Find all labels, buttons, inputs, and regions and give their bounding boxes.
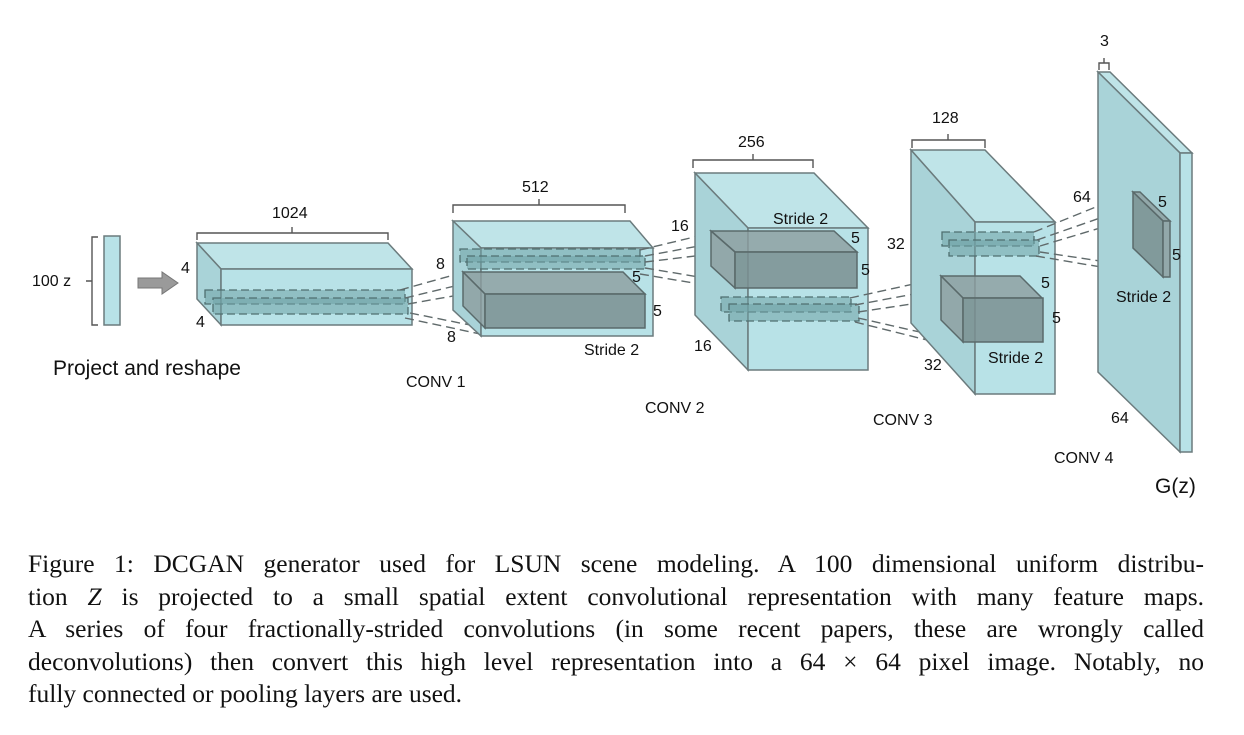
caption-line: tion Z is projected to a small spatial e… (28, 581, 1204, 614)
layer-name: CONV 1 (406, 374, 466, 391)
volume-4x4x1024: 1024 4 4 (181, 205, 414, 331)
projection-lines (639, 232, 736, 291)
channels-label: 1024 (272, 205, 308, 222)
stride-label: Stride 2 (773, 211, 828, 228)
figure-caption: Figure 1: DCGAN generator used for LSUN … (28, 548, 1204, 711)
kernel-w-label: 5 (861, 262, 870, 279)
volume-conv2: 256 16 16 5 5 Stride 2 CONV 2 (645, 134, 870, 417)
caption-line: A series of four fractionally-strided co… (28, 614, 1204, 643)
volume-conv4: 3 64 64 5 5 Stride 2 CONV 4 (1054, 33, 1194, 467)
projection-lines (849, 277, 956, 348)
caption-variable: Z (87, 581, 102, 611)
caption-line: fully connected or pooling layers are us… (28, 679, 463, 708)
width-label: 4 (196, 314, 205, 331)
volume-conv3: 128 32 32 5 5 Stride 2 CONV 3 (873, 110, 1061, 429)
channels-label: 128 (932, 110, 959, 127)
layer-name: CONV 4 (1054, 450, 1114, 467)
caption-text: tion (28, 581, 88, 611)
projection-lines (1033, 191, 1161, 278)
kernel-w-label: 5 (1052, 310, 1061, 327)
kernel-h-label: 5 (851, 230, 860, 247)
caption-line: deconvolutions) then convert this high l… (28, 646, 1204, 676)
kernel-h-label: 5 (1041, 275, 1050, 292)
input-vector: 100 z (32, 235, 121, 326)
volume-conv1: 512 8 8 5 5 Stride 2 CONV 1 (406, 179, 662, 391)
kernel-w-label: 5 (1172, 247, 1181, 264)
caption-line: Figure 1: DCGAN generator used for LSUN … (28, 549, 1204, 578)
layer-name: CONV 3 (873, 412, 933, 429)
projection-lines (399, 272, 486, 336)
channels-label: 512 (522, 179, 549, 196)
output-label: G(z) (1155, 475, 1196, 498)
caption-text: is projected to a small spatial extent c… (101, 581, 1204, 611)
project-label: Project and reshape (53, 357, 241, 380)
width-label: 16 (694, 338, 712, 355)
layer-name: CONV 2 (645, 400, 705, 417)
channels-label: 3 (1100, 33, 1109, 50)
stride-label: Stride 2 (988, 350, 1043, 367)
kernel-h-label: 5 (1158, 194, 1167, 211)
height-label: 4 (181, 260, 190, 277)
kernel-h-label: 5 (632, 269, 641, 286)
dcgan-diagram: 100 z Project and reshape 1024 4 4 512 8… (32, 33, 1196, 498)
stride-label: Stride 2 (1116, 289, 1171, 306)
stride-label: Stride 2 (584, 342, 639, 359)
width-label: 32 (924, 357, 942, 374)
width-label: 8 (447, 329, 456, 346)
height-label: 8 (436, 256, 445, 273)
channels-label: 256 (738, 134, 765, 151)
input-label: 100 z (32, 273, 71, 290)
kernel-w-label: 5 (653, 303, 662, 320)
width-label: 64 (1111, 410, 1129, 427)
height-label: 16 (671, 218, 689, 235)
height-label: 64 (1073, 189, 1091, 206)
arrow-icon (137, 271, 179, 295)
height-label: 32 (887, 236, 905, 253)
